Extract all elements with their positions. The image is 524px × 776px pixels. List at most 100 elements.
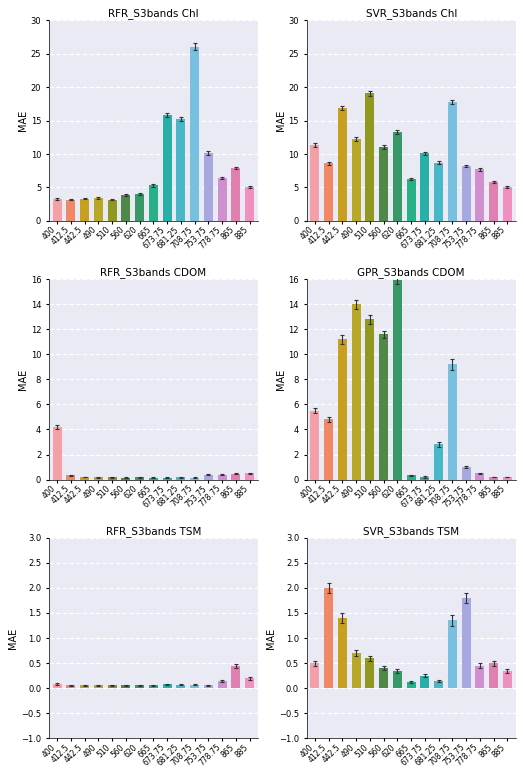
Bar (420, 154, 429, 221)
Bar (393, 670, 402, 688)
Bar (434, 445, 443, 480)
Y-axis label: MAE: MAE (18, 110, 28, 131)
Bar (379, 668, 388, 688)
Bar (245, 188, 254, 221)
Bar (324, 164, 333, 221)
Bar (162, 684, 171, 688)
Bar (365, 319, 375, 480)
Bar (503, 187, 512, 221)
Bar (67, 475, 75, 480)
Title: RFR_S3bands CDOM: RFR_S3bands CDOM (100, 267, 206, 278)
Y-axis label: MAE: MAE (8, 628, 18, 649)
Bar (162, 477, 171, 480)
Y-axis label: MAE: MAE (18, 369, 28, 390)
Title: RFR_S3bands Chl: RFR_S3bands Chl (108, 9, 199, 19)
Bar (190, 684, 199, 688)
Bar (80, 199, 89, 221)
Bar (475, 666, 484, 688)
Bar (52, 427, 62, 480)
Bar (135, 194, 144, 221)
Bar (365, 93, 375, 221)
Bar (352, 140, 361, 221)
Bar (489, 182, 498, 221)
Bar (149, 685, 158, 688)
Bar (407, 475, 416, 480)
Bar (107, 199, 116, 221)
Bar (365, 658, 375, 688)
Bar (67, 199, 75, 221)
Bar (462, 598, 471, 688)
Title: RFR_S3bands TSM: RFR_S3bands TSM (106, 525, 201, 536)
Bar (475, 473, 484, 480)
Bar (338, 618, 347, 688)
Bar (489, 663, 498, 688)
Bar (393, 132, 402, 221)
Bar (52, 199, 62, 221)
Bar (448, 102, 457, 221)
Bar (190, 478, 199, 480)
Bar (407, 179, 416, 221)
Bar (338, 108, 347, 221)
Bar (107, 685, 116, 688)
Bar (52, 684, 62, 688)
Bar (338, 339, 347, 480)
Title: GPR_S3bands CDOM: GPR_S3bands CDOM (357, 267, 465, 278)
Bar (324, 420, 333, 480)
Bar (489, 477, 498, 480)
Bar (190, 47, 199, 221)
Bar (122, 196, 130, 221)
Bar (352, 304, 361, 480)
Bar (232, 666, 241, 688)
Bar (245, 678, 254, 688)
Bar (311, 145, 320, 221)
Bar (204, 685, 213, 688)
Bar (434, 163, 443, 221)
Bar (67, 685, 75, 688)
Bar (94, 477, 103, 480)
Bar (162, 116, 171, 221)
Bar (149, 185, 158, 221)
Bar (434, 681, 443, 688)
Bar (503, 670, 512, 688)
Bar (462, 467, 471, 480)
Bar (311, 411, 320, 480)
Bar (122, 478, 130, 480)
Bar (204, 475, 213, 480)
Bar (94, 685, 103, 688)
Bar (80, 477, 89, 480)
Bar (393, 280, 402, 480)
Bar (217, 178, 226, 221)
Bar (379, 147, 388, 221)
Bar (107, 477, 116, 480)
Bar (311, 663, 320, 688)
Bar (149, 477, 158, 480)
Bar (232, 474, 241, 480)
Bar (177, 684, 185, 688)
Bar (420, 676, 429, 688)
Bar (475, 169, 484, 221)
Title: SVR_S3bands Chl: SVR_S3bands Chl (366, 9, 457, 19)
Bar (379, 334, 388, 480)
Bar (407, 682, 416, 688)
Bar (462, 166, 471, 221)
Bar (448, 621, 457, 688)
Title: SVR_S3bands TSM: SVR_S3bands TSM (363, 525, 459, 536)
Bar (232, 168, 241, 221)
Bar (420, 477, 429, 480)
Bar (324, 588, 333, 688)
Bar (135, 477, 144, 480)
Bar (217, 475, 226, 480)
Bar (503, 477, 512, 480)
Bar (122, 685, 130, 688)
Bar (177, 477, 185, 480)
Bar (245, 473, 254, 480)
Bar (94, 198, 103, 221)
Y-axis label: MAE: MAE (266, 628, 276, 649)
Bar (448, 364, 457, 480)
Bar (204, 153, 213, 221)
Bar (352, 653, 361, 688)
Y-axis label: MAE: MAE (276, 110, 286, 131)
Bar (135, 685, 144, 688)
Bar (177, 119, 185, 221)
Bar (217, 681, 226, 688)
